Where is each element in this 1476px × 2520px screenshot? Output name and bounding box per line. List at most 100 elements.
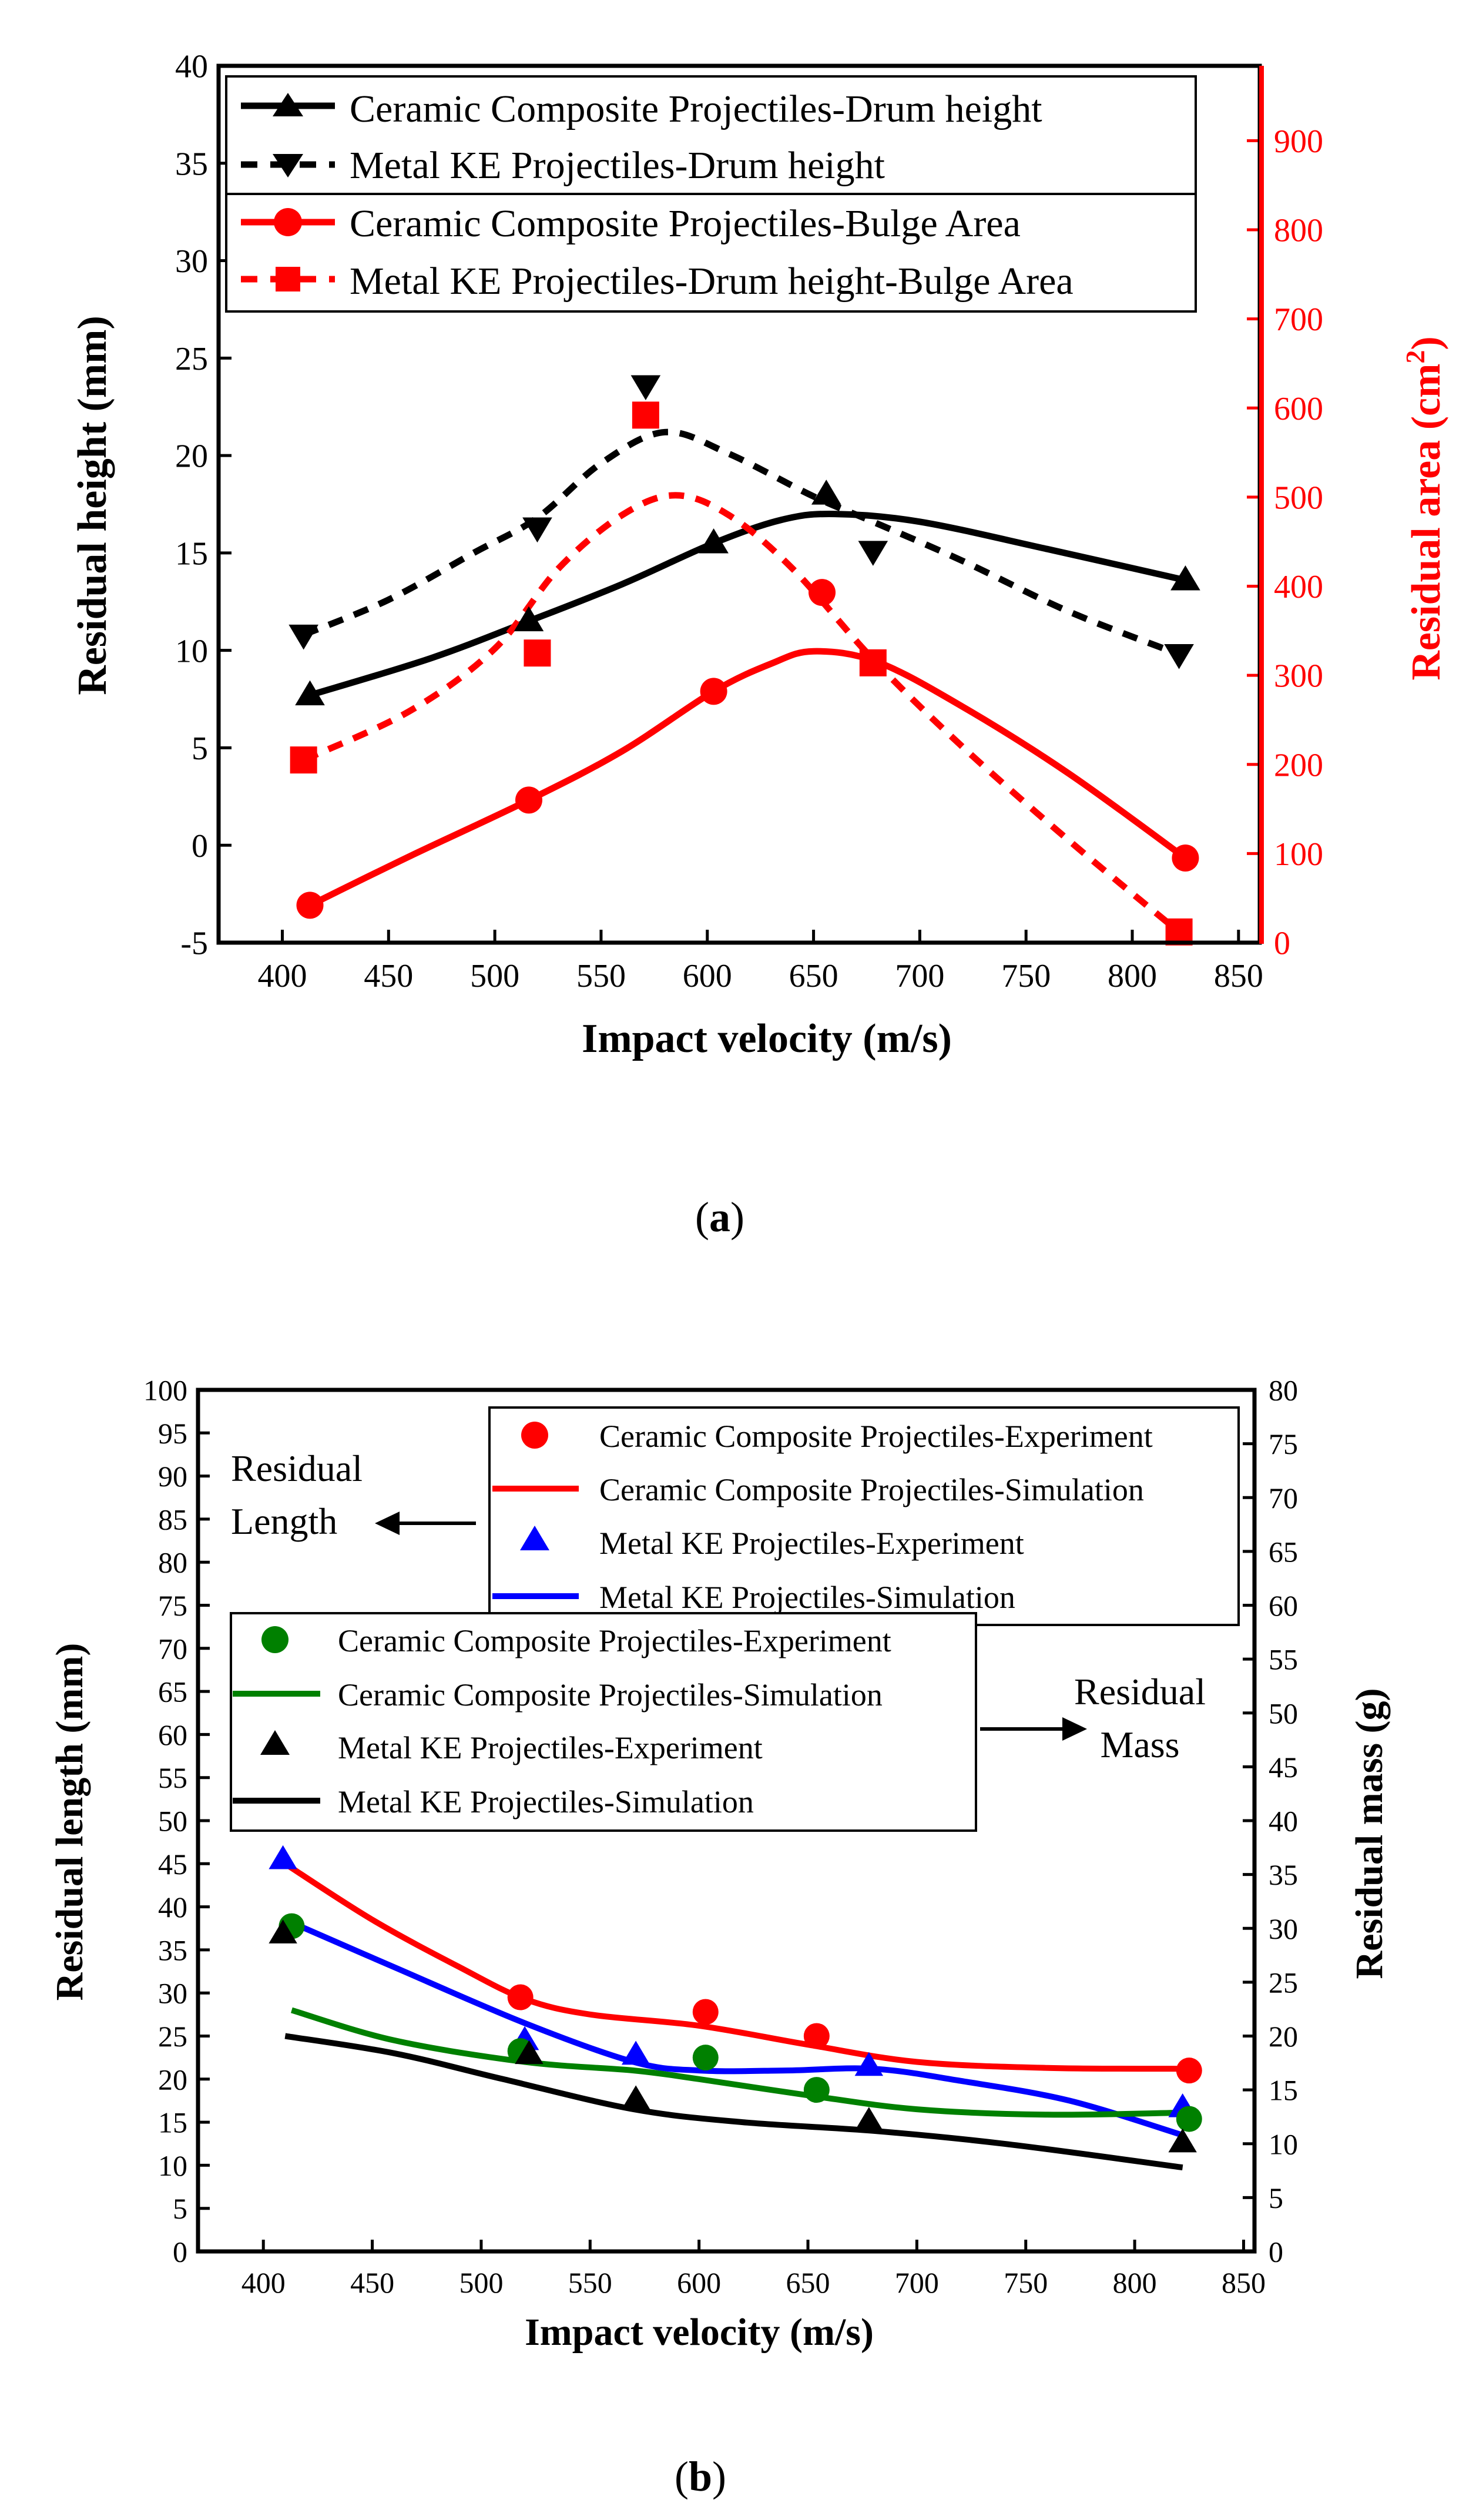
b-series-6-point <box>269 1919 297 1943</box>
legend-entry-b-ceramic-sim: Ceramic Composite Projectiles-Simulation <box>492 1472 1144 1507</box>
x-axis-label-b: Impact velocity (m/s) <box>525 2311 874 2354</box>
a-x-tick-label: 500 <box>470 958 519 994</box>
a-series-0-point <box>811 480 841 505</box>
b-y-tick-label: 85 <box>158 1503 187 1536</box>
b-y-tick-label: 65 <box>158 1675 187 1708</box>
y2-axis-label-a: Residual area (cm2) <box>1400 336 1449 681</box>
b-series-2-point <box>269 1845 297 1869</box>
a-series-1-point <box>858 541 888 566</box>
a-x-tick-label: 800 <box>1108 958 1157 994</box>
b-y2-tick-label: 15 <box>1269 2074 1298 2107</box>
b-y-tick-label: 100 <box>143 1374 187 1407</box>
b-y2-tick-label: 40 <box>1269 1805 1298 1838</box>
b-x-tick-label: 550 <box>568 2266 612 2299</box>
legend-entry-b-ceramic-exp: Ceramic Composite Projectiles-Experiment <box>521 1419 1153 1454</box>
b-y2-tick-label: 70 <box>1269 1482 1298 1514</box>
a-series-1-point <box>630 375 661 401</box>
b-y-tick-label: 45 <box>158 1848 187 1881</box>
legend-label-b-metal-sim: Metal KE Projectiles-Simulation <box>599 1580 1015 1615</box>
b-y-tick-label: 60 <box>158 1718 187 1751</box>
legend-label-metal-drum: Metal KE Projectiles-Drum height <box>350 144 885 187</box>
a-series-3-point <box>859 649 887 676</box>
arrow-left-head <box>375 1512 400 1535</box>
a-series-0-point <box>699 528 729 554</box>
a-series-1-point <box>522 517 552 543</box>
b-y-tick-label: 35 <box>158 1933 187 1966</box>
b-series-6-point <box>621 2085 650 2110</box>
b-y2-tick-label: 60 <box>1269 1589 1298 1622</box>
b-y-tick-label: 70 <box>158 1632 187 1665</box>
b-x-tick-label: 800 <box>1113 2266 1157 2299</box>
annotation-residual-length: Residual Length <box>231 1447 476 1542</box>
a-y2-tick-label: 300 <box>1274 658 1323 695</box>
legend-label-b-metal-exp: Metal KE Projectiles-Experiment <box>599 1526 1024 1561</box>
b-series-line-7 <box>284 2033 1183 2171</box>
legend-label-ceramic-drum: Ceramic Composite Projectiles-Drum heigh… <box>350 88 1042 130</box>
b-series-2-point <box>854 2052 884 2076</box>
a-series-3-point <box>290 746 317 774</box>
legend-b-right-axis: Ceramic Composite Projectiles-Experiment… <box>230 1612 977 1832</box>
b-y-tick-label: 25 <box>158 2020 187 2053</box>
legend-entry-b-black-sim: Metal KE Projectiles-Simulation <box>233 1784 754 1819</box>
b-series-4-point <box>692 2045 719 2071</box>
a-x-tick-label: 400 <box>257 958 307 994</box>
b-y2-tick-label: 35 <box>1269 1858 1298 1891</box>
legend-label-b-green-exp: Ceramic Composite Projectiles-Experiment <box>338 1623 891 1658</box>
y-axis-label-b: Residual length (mm) <box>48 1643 91 2001</box>
a-series-2-point <box>1172 844 1199 872</box>
b-x-tick-label: 850 <box>1222 2266 1266 2299</box>
a-series-line-2 <box>308 648 1187 909</box>
b-y-tick-label: 15 <box>158 2106 187 2139</box>
b-series-line-1 <box>283 1861 1189 2072</box>
b-series-0-point <box>803 2023 830 2049</box>
a-y-tick-label: 30 <box>175 243 208 280</box>
a-series-line-0 <box>308 511 1186 699</box>
b-series-0-point <box>1176 2057 1202 2084</box>
a-series-0-point <box>1170 565 1200 591</box>
b-y-tick-label: 95 <box>158 1417 187 1450</box>
b-y-tick-label: 90 <box>158 1460 187 1493</box>
legend-entry-b-green-sim: Ceramic Composite Projectiles-Simulation <box>233 1677 883 1713</box>
legend-label-b-ceramic-exp: Ceramic Composite Projectiles-Experiment <box>599 1419 1153 1454</box>
b-x-tick-label: 600 <box>677 2266 721 2299</box>
legend-box-a2 <box>225 193 1197 313</box>
b-x-tick-label: 750 <box>1004 2266 1048 2299</box>
a-series-0-point <box>514 606 544 632</box>
a-series-1-point <box>289 624 318 650</box>
b-y-tick-label: 0 <box>173 2236 187 2268</box>
b-x-tick-label: 650 <box>786 2266 830 2299</box>
annotation-residual-mass: Residual Mass <box>980 1671 1206 1765</box>
a-series-line-3 <box>302 492 1182 935</box>
b-y-tick-label: 55 <box>158 1761 187 1794</box>
b-y2-tick-label: 30 <box>1269 1912 1298 1945</box>
b-y-tick-label: 80 <box>158 1546 187 1579</box>
a-x-tick-label: 650 <box>789 958 838 994</box>
a-series-2-point <box>515 786 542 814</box>
b-y2-tick-label: 0 <box>1269 2236 1283 2268</box>
b-y2-tick-label: 55 <box>1269 1643 1298 1676</box>
annotation-residual-mass-line2: Mass <box>1100 1724 1179 1765</box>
b-y2-tick-label: 50 <box>1269 1697 1298 1730</box>
a-y-tick-label: 25 <box>175 341 208 377</box>
a-y-tick-label: 35 <box>175 146 208 182</box>
a-y2-tick-label: 400 <box>1274 569 1323 605</box>
a-y-tick-label: 5 <box>192 730 208 767</box>
arrow-right-head <box>1062 1717 1087 1741</box>
legend-label-b-black-sim: Metal KE Projectiles-Simulation <box>338 1784 754 1819</box>
b-series-line-5 <box>290 2007 1189 2118</box>
a-series-2-point <box>809 579 836 606</box>
b-series-0-point <box>507 1984 534 2010</box>
b-y-tick-label: 20 <box>158 2063 187 2096</box>
a-x-tick-label: 750 <box>1001 958 1051 994</box>
legend-label-ceramic-bulge: Ceramic Composite Projectiles-Bulge Area <box>350 202 1021 245</box>
a-y-tick-label: 10 <box>175 633 208 669</box>
chart-a: 400 450 500 550 600 650 700 750 800 850-505101520… <box>70 49 1449 1241</box>
legend-entry-b-metal-sim: Metal KE Projectiles-Simulation <box>492 1580 1015 1615</box>
a-y-tick-label: -5 <box>180 926 208 962</box>
a-y2-tick-label: 200 <box>1274 747 1323 783</box>
a-y2-tick-label: 100 <box>1274 836 1323 873</box>
legend-a: Ceramic Composite Projectiles-Drum heigh… <box>225 75 1197 313</box>
a-x-tick-label: 850 <box>1214 958 1263 994</box>
b-x-tick-label: 400 <box>241 2266 286 2299</box>
